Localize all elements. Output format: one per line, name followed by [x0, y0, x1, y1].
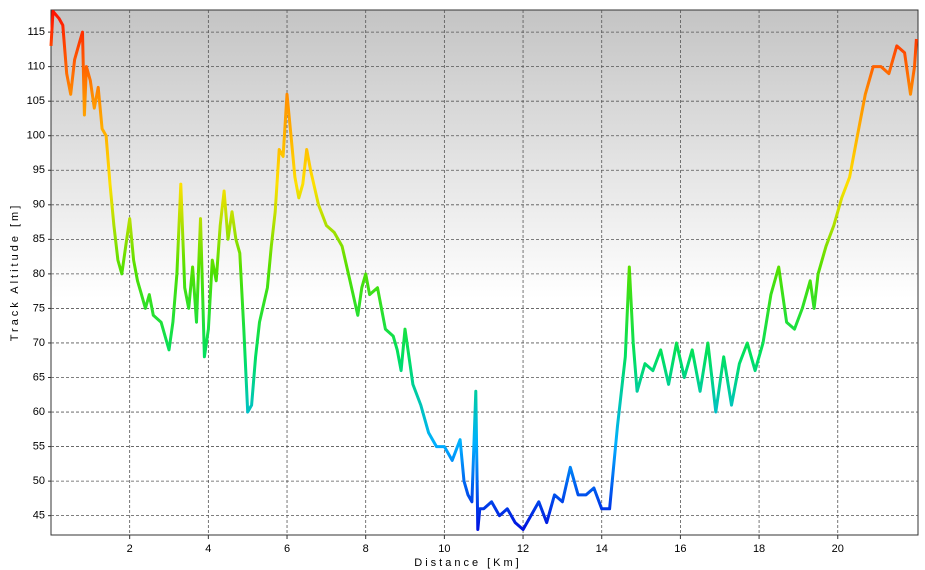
y-tick-label: 80	[33, 268, 45, 280]
y-tick-label: 105	[27, 95, 45, 107]
y-tick-label: 65	[33, 371, 45, 383]
x-tick-label: 8	[363, 543, 369, 555]
y-tick-label: 70	[33, 337, 45, 349]
x-tick-label: 18	[753, 543, 765, 555]
x-tick-label: 14	[596, 543, 608, 555]
y-tick-label: 55	[33, 440, 45, 452]
x-tick-label: 6	[284, 543, 290, 555]
x-tick-label: 20	[832, 543, 844, 555]
plot-area	[50, 9, 919, 536]
y-tick-label: 110	[27, 61, 45, 73]
y-tick-label: 75	[33, 302, 45, 314]
y-tick-label: 90	[33, 199, 45, 211]
y-tick-label: 115	[27, 26, 45, 38]
altitude-line	[49, 9, 918, 531]
y-tick-label: 95	[33, 164, 45, 176]
y-axis-title: Track Altitude [m]	[9, 203, 21, 342]
x-tick-label: 10	[438, 543, 450, 555]
x-tick-label: 4	[205, 543, 211, 555]
x-tick-label: 12	[517, 543, 529, 555]
y-tick-label: 45	[33, 510, 45, 522]
y-tick-label: 60	[33, 406, 45, 418]
x-axis-title: Distance [Km]	[414, 557, 521, 569]
y-tick-label: 50	[33, 475, 45, 487]
y-tick-label: 100	[27, 130, 45, 142]
y-tick-label: 85	[33, 233, 45, 245]
x-tick-label: 2	[127, 543, 133, 555]
x-tick-label: 16	[674, 543, 686, 555]
